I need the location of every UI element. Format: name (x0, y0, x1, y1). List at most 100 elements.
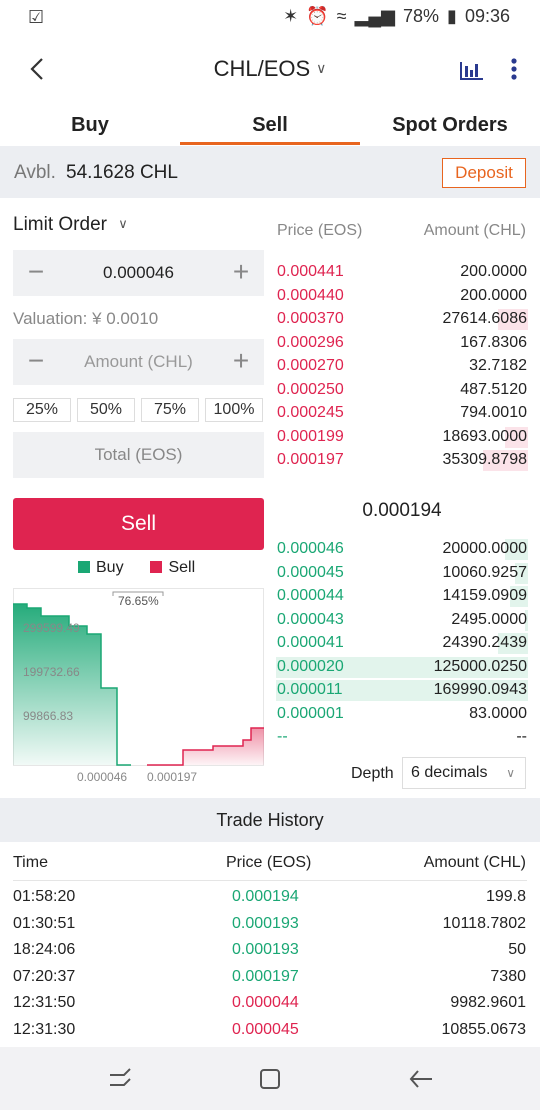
bid-row[interactable]: 0.000043 2495.0000 (276, 609, 528, 632)
sell-depth-area (147, 728, 264, 765)
bid-row[interactable]: 0.000045 10060.9257 (276, 562, 528, 585)
ask-row[interactable]: 0.000197 35309.8798 (276, 449, 528, 472)
trade-price: 0.000044 (232, 994, 299, 1011)
tab-sell[interactable]: Sell (252, 114, 288, 136)
depth-bar (505, 539, 528, 560)
ask-price: 0.000440 (277, 286, 344, 304)
ask-row[interactable]: 0.000270 32.7182 (276, 355, 528, 378)
header: CHL/EOS ∨ (0, 40, 540, 100)
ask-row[interactable]: 0.000296 167.8306 (276, 332, 528, 355)
bid-row[interactable]: 0.000044 14159.0909 (276, 585, 528, 608)
ask-row[interactable]: 0.000441 200.0000 (276, 261, 528, 284)
bid-row[interactable]: -- -- (276, 726, 528, 749)
bid-row[interactable]: 0.000020 125000.0250 (276, 656, 528, 679)
ask-amount: 487.5120 (460, 380, 527, 398)
battery-percent: 78% (403, 6, 440, 26)
trade-time: 12:31:30 (13, 1020, 76, 1038)
ask-amount: 27614.6086 (442, 310, 527, 327)
home-icon[interactable] (258, 1067, 282, 1096)
ask-amount: 32.7182 (469, 357, 527, 374)
bid-price: 0.000041 (277, 634, 344, 651)
decimals-value: 6 decimals (411, 764, 488, 781)
trade-row: 07:20:37 0.000197 7380 (0, 966, 540, 990)
bid-amount: 83.0000 (469, 704, 527, 722)
amount-increase-button[interactable]: + (232, 345, 250, 376)
clock: 09:36 (464, 6, 510, 26)
price-stepper: − 0.000046 + (13, 250, 264, 296)
back-icon[interactable] (408, 1067, 434, 1096)
trade-row: 12:31:50 0.000044 9982.9601 (0, 992, 540, 1016)
bid-price: 0.000044 (277, 587, 344, 604)
percent-50-button[interactable]: 50% (77, 398, 135, 422)
chevron-down-icon: ∨ (316, 60, 327, 76)
bid-price: 0.000020 (277, 657, 344, 675)
amount-input[interactable]: Amount (CHL) (59, 339, 218, 385)
y-tick-label: 199732.66 (23, 665, 80, 679)
ask-price: 0.000250 (277, 380, 344, 398)
trade-amount: 7380 (490, 967, 526, 985)
bid-row[interactable]: 0.000041 24390.2439 (276, 632, 528, 655)
recent-apps-icon[interactable] (108, 1067, 132, 1096)
percent-75-button[interactable]: 75% (141, 398, 199, 422)
tab-buy[interactable]: Buy (71, 114, 109, 136)
trade-time: 07:20:37 (13, 967, 76, 985)
trade-row: 18:24:06 0.000193 50 (0, 939, 540, 963)
ask-row[interactable]: 0.000440 200.0000 (276, 285, 528, 308)
signal-icon: ▂▄▆ (354, 6, 396, 26)
bid-price: 0.000001 (277, 704, 344, 722)
bid-amount: 14159.0909 (442, 587, 527, 604)
bid-amount: 24390.2439 (442, 634, 527, 651)
bid-price: 0.000045 (277, 563, 344, 581)
trade-row: 12:31:30 0.000045 10855.0673 (0, 1019, 540, 1043)
valuation-text: Valuation: ¥ 0.0010 (13, 309, 159, 328)
back-arrow-icon[interactable] (26, 54, 48, 84)
trade-amount: 10118.7802 (442, 914, 526, 932)
balance-value: 54.1628 CHL (66, 162, 178, 183)
alarm-icon: ⏰ (306, 6, 329, 26)
bid-amount: 10060.9257 (442, 563, 527, 581)
order-type-label: Limit Order (13, 214, 107, 235)
percent-25-button[interactable]: 25% (13, 398, 71, 422)
ask-row[interactable]: 0.000370 27614.6086 (276, 308, 528, 331)
bid-price: 0.000046 (277, 540, 344, 557)
ask-price: 0.000270 (277, 357, 344, 374)
trade-history-bar: Trade History (0, 798, 540, 842)
bid-amount: -- (516, 728, 527, 745)
trade-amount: 50 (508, 941, 526, 958)
ask-row[interactable]: 0.000245 794.0010 (276, 402, 528, 425)
trade-time: 12:31:50 (13, 994, 76, 1011)
price-input[interactable]: 0.000046 (59, 250, 218, 296)
ask-row[interactable]: 0.000199 18693.0000 (276, 426, 528, 449)
depth-bar (510, 586, 528, 607)
more-options-icon[interactable] (504, 56, 524, 82)
amount-decrease-button[interactable]: − (27, 345, 45, 376)
amount-stepper: − Amount (CHL) + (13, 339, 264, 385)
tab-spot-orders[interactable]: Spot Orders (392, 114, 508, 136)
depth-chart[interactable]: 299599.49 199732.66 99866.83 0.000046 0.… (13, 588, 264, 788)
order-type-selector[interactable]: Limit Order ∨ (13, 214, 128, 236)
sell-swatch (150, 561, 163, 573)
history-price-header: Price (EOS) (226, 854, 312, 871)
bid-amount: 2495.0000 (451, 610, 527, 628)
bid-row[interactable]: 0.000011 169990.0943 (276, 679, 528, 702)
ask-row[interactable]: 0.000250 487.5120 (276, 379, 528, 402)
depth-bar (525, 609, 528, 631)
system-navigation-bar (0, 1047, 540, 1110)
price-increase-button[interactable]: + (232, 256, 250, 287)
kline-chart-icon[interactable] (458, 58, 484, 82)
percent-100-button[interactable]: 100% (205, 398, 263, 422)
ask-price: 0.000245 (277, 404, 344, 421)
wifi-icon: ≈ (336, 6, 347, 26)
ask-price: 0.000441 (277, 263, 344, 280)
sell-depth-line (147, 727, 264, 766)
depth-label: Depth (351, 765, 394, 782)
decimals-select[interactable]: 6 decimals ∨ (402, 757, 526, 789)
ask-amount: 167.8306 (460, 333, 527, 351)
bid-row[interactable]: 0.000046 20000.0000 (276, 538, 528, 561)
total-input[interactable]: Total (EOS) (13, 432, 264, 478)
deposit-button[interactable]: Deposit (442, 158, 526, 188)
pair-selector[interactable]: CHL/EOS ∨ (0, 56, 540, 82)
bid-row[interactable]: 0.000001 83.0000 (276, 703, 528, 726)
price-decrease-button[interactable]: − (27, 256, 45, 287)
sell-button[interactable]: Sell (13, 498, 264, 550)
